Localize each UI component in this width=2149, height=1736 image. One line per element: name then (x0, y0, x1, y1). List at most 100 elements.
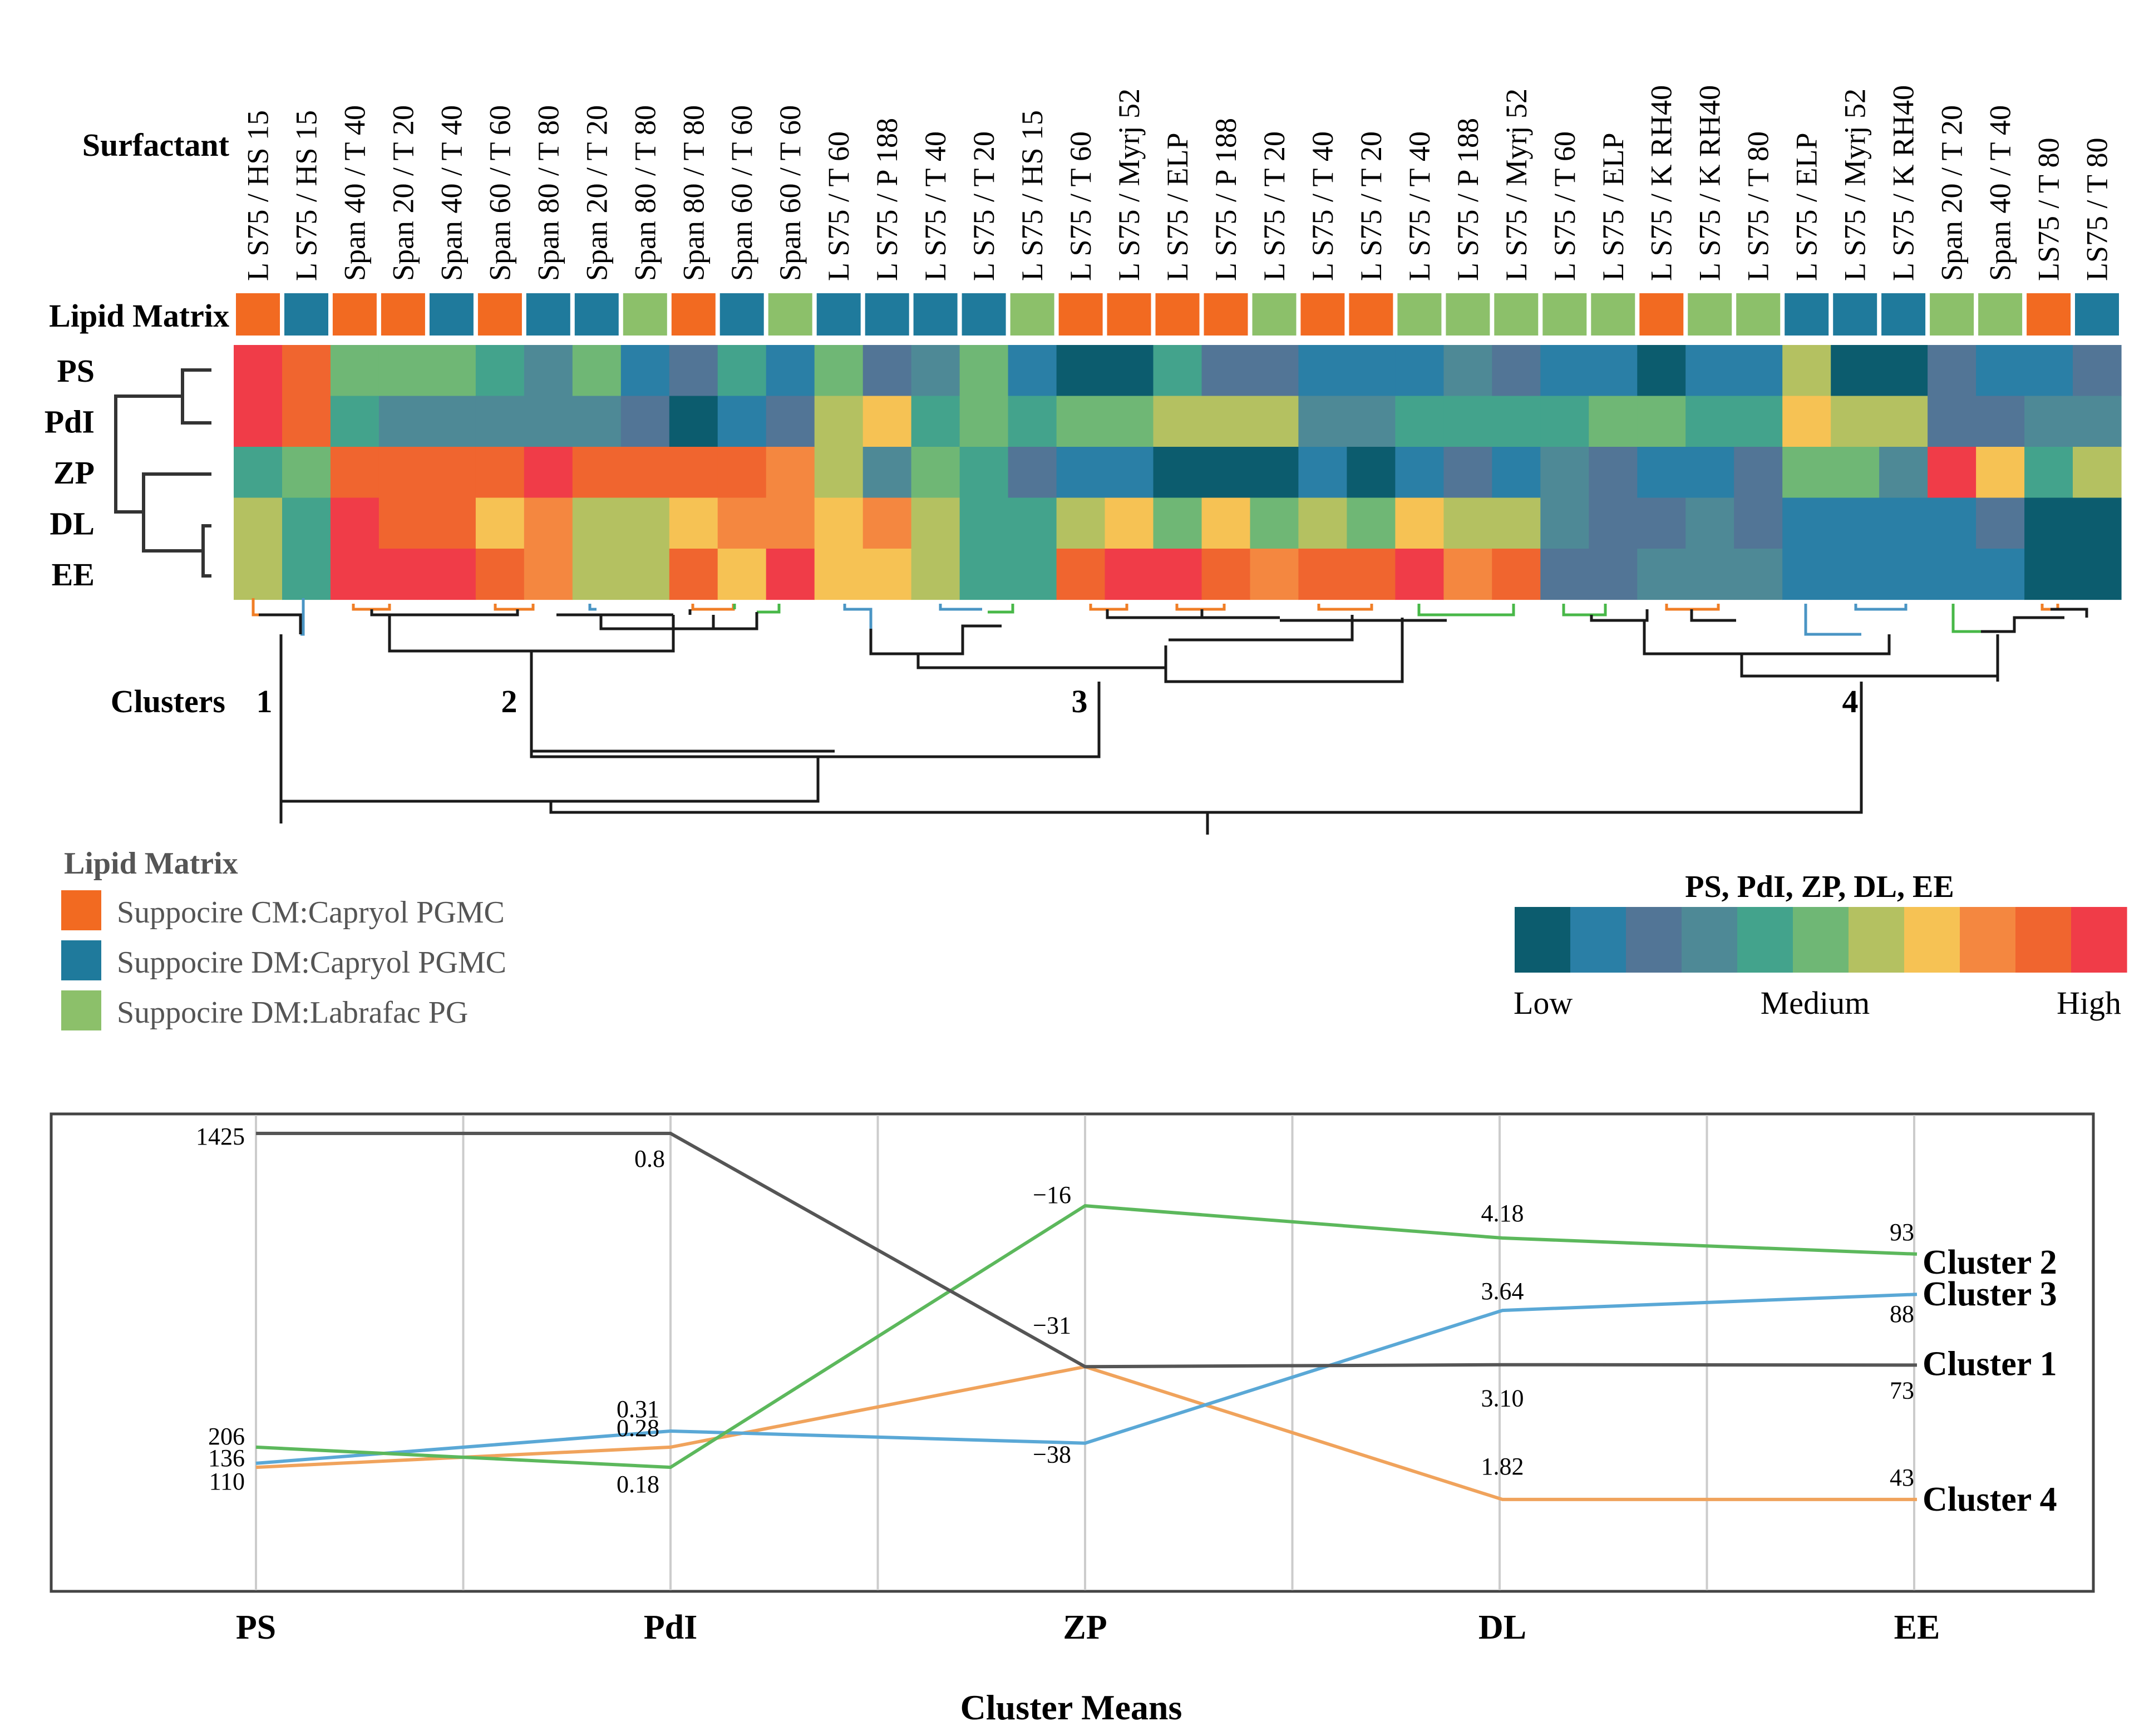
series-line-cluster-1 (256, 1132, 1918, 1369)
heatmap-cell (234, 447, 283, 499)
point-label: 1.82 (1481, 1453, 1524, 1480)
surfactant-row-title: Surfactant (82, 127, 230, 163)
heatmap-cell (1831, 345, 1880, 397)
matrix-cell (1930, 293, 1974, 336)
surfactant-label: L S75 / Myrj 52 (1839, 88, 1872, 281)
cluster-means-chart: 1425 0.8 −31 3.10 73 206 0.18 −16 4.18 93 136 0.31 −… (50, 1112, 2095, 1727)
heatmap-cell (330, 447, 379, 499)
matrix-cell (1010, 293, 1054, 336)
heatmap-cell (1637, 497, 1686, 549)
heatmap-cell (2024, 345, 2073, 397)
heatmap-cell (1928, 345, 1977, 397)
heatmap-cell (524, 497, 573, 549)
heatmap-cell (234, 549, 283, 600)
x-tick-label: EE (1894, 1609, 1940, 1646)
surfactant-label: L S75 / ELP (1596, 132, 1630, 281)
matrix-cell (2075, 293, 2119, 336)
heatmap-cell (1831, 549, 1880, 600)
heatmap-cell (1492, 345, 1541, 397)
cluster-number-1: 1 (257, 683, 273, 719)
point-label: 73 (1890, 1377, 1914, 1404)
series-line-cluster-4 (255, 1365, 1917, 1501)
heatmap-cell (1589, 447, 1638, 499)
heatmap-cell (814, 549, 864, 600)
surfactant-label: L S75 / T 60 (1548, 131, 1581, 281)
heatmap-cell (572, 447, 622, 499)
heatmap-cell (862, 447, 912, 499)
colorbar-cell (1904, 907, 1960, 973)
point-label: 110 (209, 1468, 245, 1495)
matrix-cell (671, 293, 716, 336)
heatmap-cell (1540, 447, 1589, 499)
surfactant-label: L S75 / T 40 (919, 131, 952, 281)
heatmap-cell (1443, 447, 1492, 499)
x-tick-label: PdI (644, 1609, 697, 1646)
matrix-cell (1881, 293, 1926, 336)
legend-label-dm-pg: Suppocire DM:Labrafac PG (117, 995, 468, 1030)
clusters-label: Clusters (111, 683, 225, 719)
heatmap-cell (814, 345, 864, 397)
matrix-cell (865, 293, 909, 336)
heatmap-cell (234, 345, 283, 397)
heatmap-cell (959, 447, 1009, 499)
heatmap-cell (1395, 345, 1444, 397)
heatmap-cell (1443, 549, 1492, 600)
heatmap-cell (524, 447, 573, 499)
heatmap (234, 345, 2122, 600)
heatmap-cell (475, 497, 525, 549)
surfactant-label: L S75 / T 40 (1403, 131, 1436, 281)
matrix-cell (284, 293, 328, 336)
heatmap-cell (475, 396, 525, 447)
heatmap-cell (1831, 396, 1880, 447)
matrix-cell (1252, 293, 1297, 336)
heatmap-cell (427, 396, 476, 447)
heatmap-cell (378, 345, 428, 397)
heatmap-cell (862, 549, 912, 600)
surfactant-label: L S75 / K RH40 (1645, 85, 1678, 281)
heatmap-cell (2024, 396, 2073, 447)
surfactant-label: L S75 / T 20 (1258, 131, 1291, 281)
heatmap-cell (1250, 396, 1299, 447)
surfactant-label: L S75 / K RH40 (1887, 85, 1920, 281)
heatmap-cell (1250, 345, 1299, 397)
heatmap-cell (475, 345, 525, 397)
colorbar-cell (2015, 907, 2072, 973)
chart-frame (50, 1112, 2095, 1593)
heatmap-cell (1685, 396, 1734, 447)
heatmap-cell (1685, 345, 1734, 397)
heatmap-cell (1540, 549, 1589, 600)
heatmap-cell (1105, 345, 1154, 397)
heatmap-cell (1879, 549, 1928, 600)
heatmap-cell (427, 447, 476, 499)
surfactant-label: L S75 / K RH40 (1693, 85, 1727, 281)
heatmap-cell (862, 345, 912, 397)
heatmap-cell (1395, 447, 1444, 499)
heatmap-cell (814, 447, 864, 499)
heatmap-cell (2073, 497, 2122, 549)
matrix-cell (1300, 293, 1345, 336)
colorbar-cell (1515, 907, 1571, 973)
matrix-cell (1736, 293, 1781, 336)
heatmap-row-label: EE (52, 556, 95, 593)
surfactant-label: Span 40 / T 40 (1984, 105, 2017, 281)
heatmap-cell (572, 549, 622, 600)
heatmap-cell (766, 549, 815, 600)
heatmap-cell (1637, 396, 1686, 447)
heatmap-cell (669, 345, 718, 397)
matrix-cell (1591, 293, 1635, 336)
row-dendrogram-root (114, 394, 183, 514)
heatmap-cell (1928, 396, 1977, 447)
heatmap-cell (330, 549, 379, 600)
heatmap-cell (1298, 447, 1347, 499)
heatmap-cell (959, 345, 1009, 397)
lipid-matrix-strip (236, 293, 2119, 336)
chart-gridlines (255, 1115, 1915, 1590)
matrix-cell (913, 293, 958, 336)
heatmap-cell (2024, 447, 2073, 499)
surfactant-label: L S75 / P 188 (870, 118, 904, 281)
matrix-cell (1639, 293, 1684, 336)
matrix-cell (526, 293, 570, 336)
heatmap-cell (1153, 497, 1202, 549)
row-dendrogram-dl-ee (201, 524, 211, 578)
heatmap-cell (620, 396, 670, 447)
